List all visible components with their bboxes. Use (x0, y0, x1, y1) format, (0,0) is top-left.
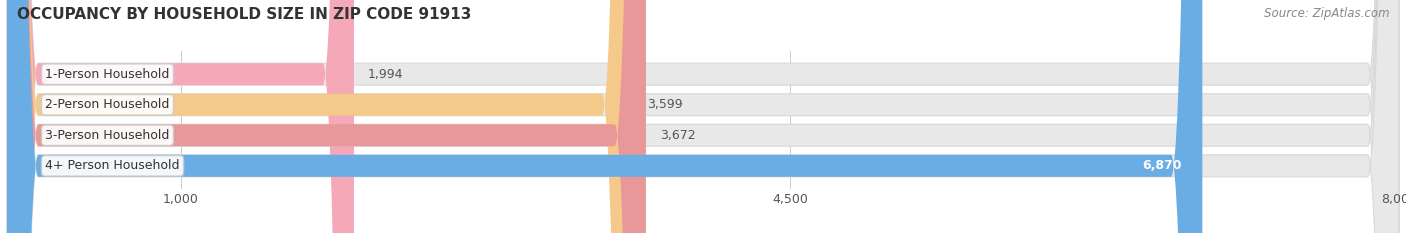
Text: 1-Person Household: 1-Person Household (45, 68, 170, 81)
FancyBboxPatch shape (7, 0, 1399, 233)
Text: Source: ZipAtlas.com: Source: ZipAtlas.com (1264, 7, 1389, 20)
Text: OCCUPANCY BY HOUSEHOLD SIZE IN ZIP CODE 91913: OCCUPANCY BY HOUSEHOLD SIZE IN ZIP CODE … (17, 7, 471, 22)
Text: 3,672: 3,672 (659, 129, 696, 142)
Text: 3-Person Household: 3-Person Household (45, 129, 170, 142)
FancyBboxPatch shape (7, 0, 1202, 233)
Text: 1,994: 1,994 (368, 68, 404, 81)
FancyBboxPatch shape (7, 0, 645, 233)
FancyBboxPatch shape (7, 0, 633, 233)
Text: 3,599: 3,599 (647, 98, 683, 111)
Text: 2-Person Household: 2-Person Household (45, 98, 170, 111)
FancyBboxPatch shape (7, 0, 1399, 233)
FancyBboxPatch shape (7, 0, 1399, 233)
FancyBboxPatch shape (7, 0, 1399, 233)
FancyBboxPatch shape (7, 0, 354, 233)
Text: 6,870: 6,870 (1142, 159, 1181, 172)
Text: 4+ Person Household: 4+ Person Household (45, 159, 180, 172)
